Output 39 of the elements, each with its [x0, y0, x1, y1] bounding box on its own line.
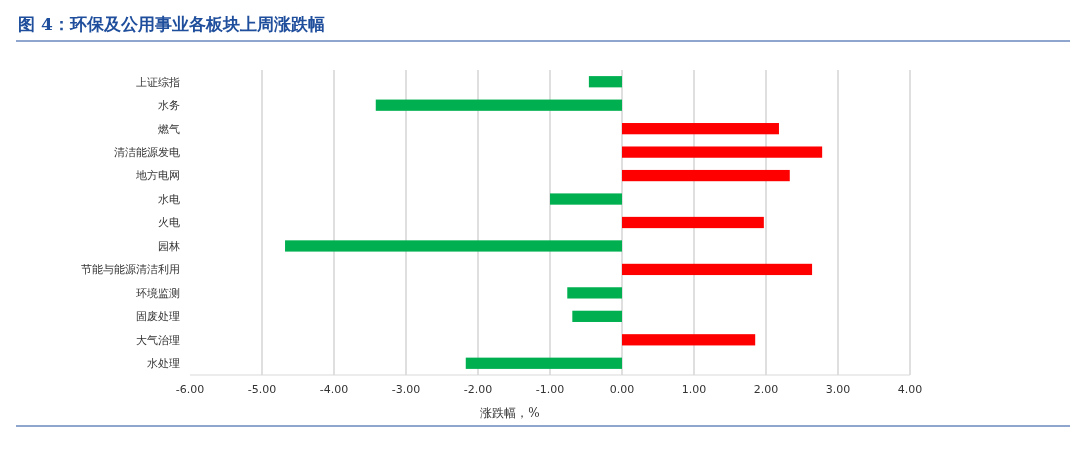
- bar: [622, 123, 779, 135]
- bar: [375, 99, 622, 111]
- x-axis-title: 涨跌幅，%: [480, 406, 540, 420]
- x-tick-label: 2.00: [753, 383, 779, 396]
- bar: [572, 310, 622, 322]
- y-tick-label: 清洁能源发电: [114, 145, 180, 159]
- y-tick-label: 上证综指: [136, 75, 180, 89]
- x-tick-label: 4.00: [897, 383, 923, 396]
- bar: [567, 287, 622, 299]
- x-tick-label: 3.00: [825, 383, 851, 396]
- y-tick-label: 园林: [158, 239, 180, 253]
- y-tick-label: 节能与能源清洁利用: [81, 263, 180, 277]
- y-tick-label: 水电: [158, 192, 180, 206]
- bar: [550, 193, 622, 205]
- x-tick-label: -1.00: [535, 383, 565, 396]
- bar: [622, 216, 764, 229]
- bar: [285, 240, 622, 252]
- bar: [622, 334, 756, 346]
- y-tick-label: 环境监测: [136, 286, 180, 300]
- x-tick-label: -6.00: [175, 383, 205, 396]
- y-tick-label: 燃气: [158, 122, 180, 136]
- y-tick-label: 固废处理: [136, 310, 180, 324]
- bar: [588, 76, 622, 88]
- y-tick-label: 大气治理: [136, 333, 180, 347]
- y-tick-label: 火电: [158, 216, 180, 230]
- x-tick-label: -2.00: [463, 383, 493, 396]
- x-tick-label: -3.00: [391, 383, 421, 396]
- chart-title: 图 4：环保及公用事业各板块上周涨跌幅: [18, 14, 325, 34]
- bar: [622, 146, 823, 158]
- x-tick-label: -5.00: [247, 383, 277, 396]
- bar: [622, 169, 790, 182]
- y-tick-label: 水处理: [147, 357, 180, 371]
- x-tick-label: -4.00: [319, 383, 349, 396]
- x-tick-label: 0.00: [609, 383, 635, 396]
- bar: [622, 263, 813, 276]
- y-tick-label: 地方电网: [135, 169, 180, 183]
- x-tick-label: 1.00: [681, 383, 707, 396]
- bar: [465, 357, 622, 369]
- y-tick-label: 水务: [158, 99, 180, 113]
